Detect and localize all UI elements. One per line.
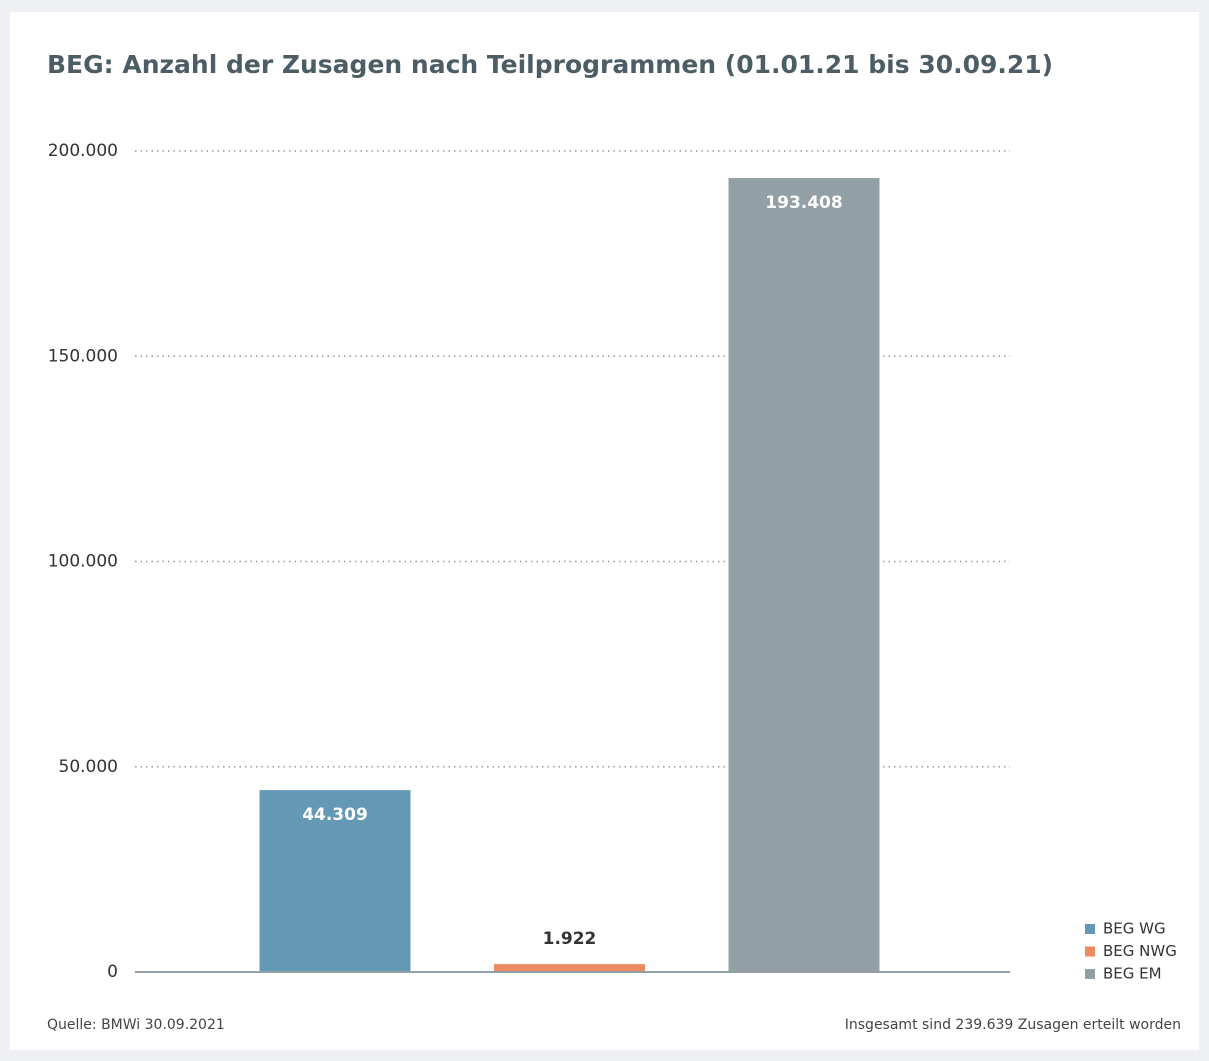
value-label: 193.408 [765, 193, 842, 213]
legend-swatch [1085, 924, 1095, 934]
card [10, 12, 1199, 1050]
bar [259, 790, 411, 972]
source: Quelle: BMWi 30.09.2021 [47, 1017, 225, 1033]
y-tick-label: 150.000 [48, 346, 118, 366]
chart-title: BEG: Anzahl der Zusagen nach Teilprogram… [47, 50, 1053, 79]
y-tick-label: 100.000 [48, 552, 118, 572]
value-label: 44.309 [302, 805, 368, 825]
y-tick-label: 0 [107, 962, 118, 982]
legend-label: BEG NWG [1103, 942, 1177, 960]
note: Insgesamt sind 239.639 Zusagen erteilt w… [845, 1017, 1181, 1033]
legend-swatch [1085, 946, 1095, 957]
legend-swatch [1085, 969, 1095, 979]
bar [494, 964, 645, 972]
y-tick-label: 200.000 [48, 141, 118, 161]
y-tick-label: 50.000 [59, 757, 118, 777]
bar [728, 178, 880, 972]
legend-label: BEG EM [1103, 965, 1162, 983]
legend-label: BEG WG [1103, 920, 1166, 938]
value-label: 1.922 [543, 929, 597, 949]
